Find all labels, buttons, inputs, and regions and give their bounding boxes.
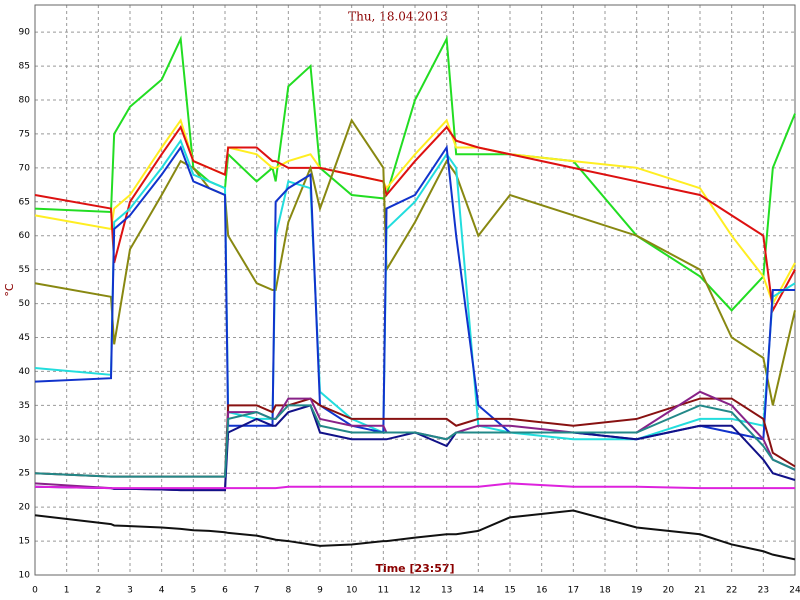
y-tick-label: 50 (19, 299, 31, 309)
x-tick-label: 11 (378, 586, 389, 596)
x-tick-label: 20 (663, 586, 675, 596)
x-tick-label: 12 (409, 586, 420, 596)
x-tick-label: 17 (568, 586, 579, 596)
chart-title: Thu, 18.04.2013 (348, 10, 448, 24)
x-tick-label: 23 (758, 586, 769, 596)
y-tick-label: 40 (19, 367, 31, 377)
y-tick-label: 55 (19, 265, 30, 275)
x-tick-label: 24 (789, 586, 800, 596)
x-tick-label: 21 (694, 586, 705, 596)
x-tick-label: 14 (473, 586, 485, 596)
x-tick-label: 8 (285, 586, 291, 596)
y-tick-label: 75 (19, 129, 30, 139)
y-tick-label: 60 (19, 231, 31, 241)
y-tick-label: 35 (19, 401, 30, 411)
x-tick-label: 1 (64, 586, 70, 596)
series-line (34, 125, 796, 314)
y-tick-label: 45 (19, 333, 30, 343)
x-tick-label: 3 (127, 586, 133, 596)
x-tick-label: 7 (254, 586, 260, 596)
x-tick-label: 9 (317, 586, 323, 596)
series-line (34, 509, 796, 561)
y-tick-label: 30 (19, 435, 31, 445)
y-tick-label: 70 (19, 163, 31, 173)
x-tick-label: 0 (32, 586, 38, 596)
y-tick-label: 15 (19, 537, 30, 547)
x-tick-label: 22 (726, 586, 737, 596)
x-tick-label: 16 (536, 586, 548, 596)
y-tick-label: 65 (19, 197, 30, 207)
x-tick-label: 6 (222, 586, 228, 596)
y-tick-label: 90 (19, 28, 31, 38)
y-tick-label: 25 (19, 469, 30, 479)
x-tick-label: 5 (190, 586, 196, 596)
y-tick-label: 20 (19, 503, 31, 513)
x-tick-label: 4 (159, 586, 165, 596)
x-tick-label: 13 (441, 586, 452, 596)
x-tick-label: 15 (504, 586, 515, 596)
y-tick-label: 10 (19, 571, 31, 581)
series-line (34, 118, 796, 406)
x-tick-label: 10 (346, 586, 358, 596)
y-axis-label: °C (3, 283, 16, 297)
x-tick-label: 18 (599, 586, 611, 596)
series-line (34, 404, 796, 478)
series-line (34, 482, 795, 490)
y-tick-label: 80 (19, 96, 31, 106)
y-tick-label: 85 (19, 62, 30, 72)
x-tick-label: 19 (631, 586, 643, 596)
series-line (34, 404, 796, 492)
x-axis-label: Time [23:57] (375, 562, 454, 575)
x-tick-label: 2 (95, 586, 101, 596)
